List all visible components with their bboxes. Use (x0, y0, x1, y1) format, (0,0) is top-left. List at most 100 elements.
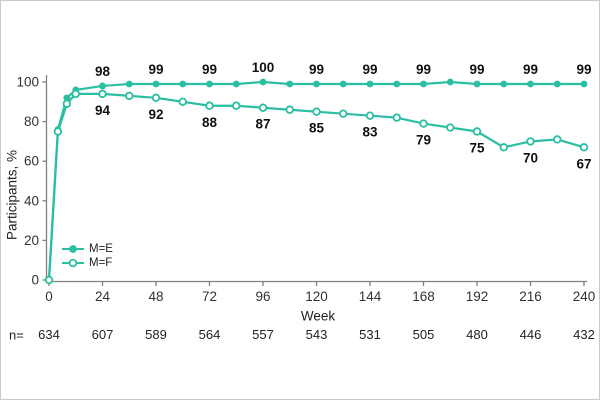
legend-label-me: M=E (89, 243, 113, 255)
data-point-label-bottom: 85 (309, 121, 325, 136)
n-value: 432 (573, 327, 595, 342)
filled-circle-marker-icon (62, 245, 84, 253)
data-point-marker-filled (420, 80, 427, 88)
data-point-marker-filled (500, 80, 508, 88)
n-value: 634 (38, 327, 60, 342)
data-point-label-bottom: 88 (202, 115, 218, 130)
data-point-marker-open (62, 99, 72, 108)
x-tick-label: 192 (466, 289, 489, 304)
data-point-marker-filled (446, 78, 454, 86)
data-point-marker-filled (580, 80, 588, 88)
data-point-label-bottom: 70 (523, 150, 538, 165)
x-tick-label: 24 (95, 289, 111, 304)
data-point-marker-open (339, 109, 348, 118)
data-point-marker-open (53, 127, 63, 136)
n-value: 543 (306, 327, 328, 342)
n-value: 505 (413, 327, 435, 342)
data-point-marker-open (285, 105, 294, 114)
data-point-marker-filled (286, 80, 294, 88)
x-tick-label: 120 (305, 289, 328, 304)
data-point-label-bottom: 87 (255, 117, 270, 132)
data-point-marker-open (499, 143, 508, 152)
data-point-marker-open (365, 111, 375, 120)
data-point-marker-open (151, 93, 161, 103)
data-point-marker-filled (63, 94, 71, 102)
x-tick-label: 144 (359, 289, 382, 304)
data-point-marker-filled (259, 78, 267, 86)
open-circle-marker-icon (62, 258, 84, 268)
x-tick-label: 72 (202, 289, 217, 304)
data-point-marker-open (232, 101, 241, 110)
n-value: 531 (359, 327, 381, 342)
data-point-marker-open (446, 123, 455, 132)
data-point-label-top: 99 (309, 62, 324, 77)
data-point-marker-open (44, 275, 54, 285)
data-point-marker-open (472, 127, 482, 136)
legend-item-mf: M=F (62, 256, 113, 270)
data-point-marker-open (258, 103, 268, 112)
data-point-marker-filled (393, 80, 401, 88)
data-point-marker-filled (527, 80, 534, 88)
data-point-marker-open (419, 119, 428, 128)
legend-item-me: M=E (62, 242, 113, 256)
data-point-marker-open (205, 101, 214, 110)
data-point-marker-filled (152, 80, 160, 88)
data-point-marker-filled (473, 80, 481, 88)
data-point-marker-open (579, 143, 589, 152)
x-tick-label: 240 (573, 289, 596, 304)
data-point-label-bottom: 92 (148, 107, 163, 122)
n-value: 557 (252, 327, 274, 342)
data-point-label-bottom: 67 (576, 156, 591, 171)
data-point-label-top: 99 (362, 62, 377, 77)
data-point-marker-filled (339, 80, 347, 88)
y-tick-label: 80 (24, 114, 39, 129)
data-point-marker-filled (99, 82, 106, 90)
data-point-marker-open (553, 135, 562, 144)
data-point-marker-filled (553, 80, 561, 88)
data-point-marker-filled (232, 80, 240, 88)
n-value: 480 (466, 327, 488, 342)
data-point-label-top: 99 (523, 62, 538, 77)
legend: M=E M=F (62, 242, 113, 270)
data-point-marker-filled (206, 80, 213, 88)
data-point-marker-open (392, 113, 401, 122)
data-point-label-top: 99 (202, 62, 217, 77)
data-point-label-bottom: 94 (95, 103, 111, 118)
x-tick-label: 168 (412, 289, 435, 304)
data-point-marker-open (98, 89, 107, 99)
y-tick-label: 20 (24, 233, 39, 248)
data-point-marker-filled (313, 80, 320, 88)
x-tick-label: 48 (148, 289, 163, 304)
x-axis-title: Week (300, 308, 336, 324)
data-point-label-top: 100 (252, 60, 275, 75)
n-value: 589 (145, 327, 167, 342)
x-tick-label: 216 (519, 289, 542, 304)
data-point-marker-filled (125, 80, 133, 88)
n-value: 607 (92, 327, 114, 342)
data-point-label-top: 99 (576, 62, 591, 77)
n-row-label: n= (9, 327, 24, 343)
y-tick-label: 0 (31, 273, 39, 288)
data-point-label-top: 99 (148, 62, 163, 77)
n-value: 446 (520, 327, 542, 342)
data-point-label-top: 98 (95, 64, 111, 79)
data-point-label-bottom: 83 (362, 125, 378, 140)
data-point-label-bottom: 79 (416, 133, 431, 148)
data-point-marker-filled (179, 80, 187, 88)
data-point-marker-open (312, 107, 321, 116)
y-tick-label: 40 (24, 193, 39, 208)
data-point-marker-open (178, 97, 187, 106)
data-point-marker-filled (366, 80, 374, 88)
data-point-label-bottom: 75 (469, 141, 485, 156)
y-tick-label: 60 (24, 154, 39, 169)
x-tick-label: 96 (255, 289, 270, 304)
legend-label-mf: M=F (89, 257, 113, 269)
y-tick-label: 100 (16, 75, 39, 90)
y-axis-title: Participants, % (4, 149, 20, 241)
data-point-label-top: 99 (469, 62, 484, 77)
x-tick-label: 0 (45, 289, 53, 304)
data-point-label-top: 99 (416, 62, 431, 77)
data-point-marker-open (125, 91, 134, 101)
